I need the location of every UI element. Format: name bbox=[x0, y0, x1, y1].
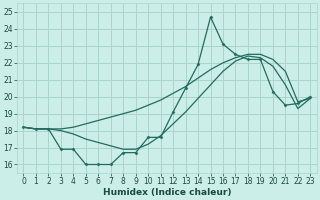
X-axis label: Humidex (Indice chaleur): Humidex (Indice chaleur) bbox=[103, 188, 231, 197]
